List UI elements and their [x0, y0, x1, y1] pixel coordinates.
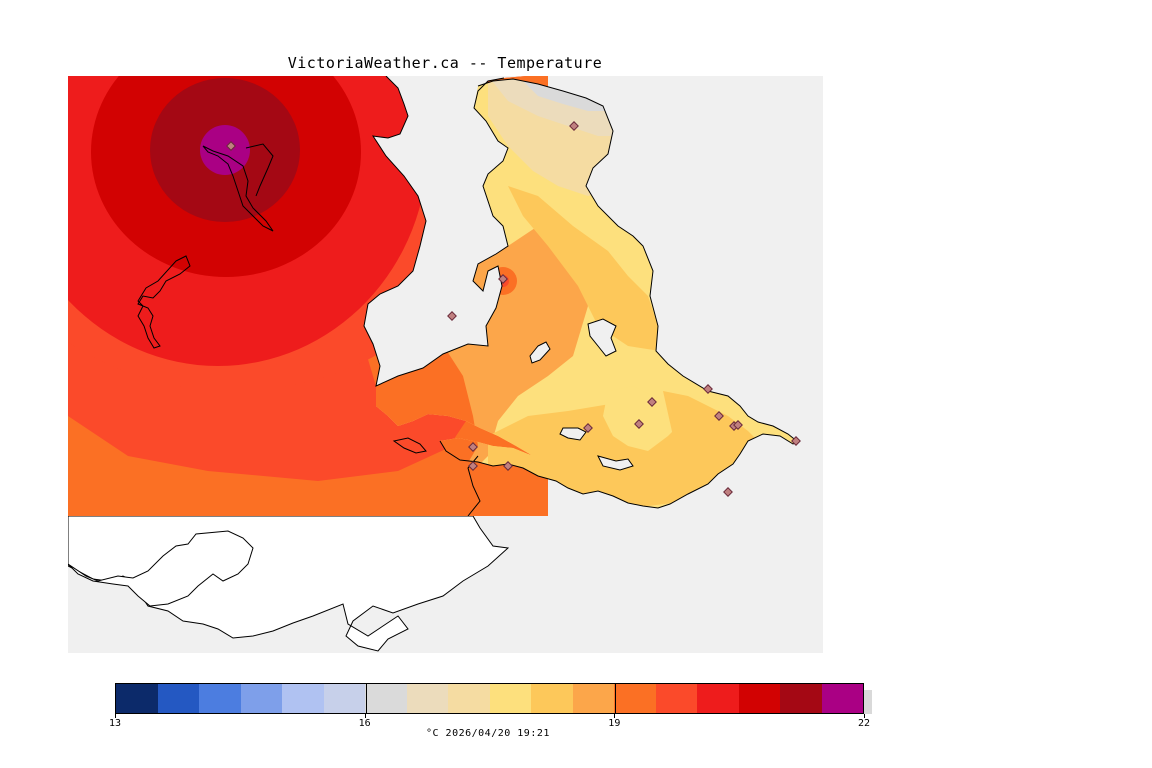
colorbar-tick-label: 22 — [857, 718, 871, 729]
temperature-map[interactable] — [68, 76, 823, 653]
station-marker[interactable] — [503, 461, 513, 471]
temperature-colorbar — [115, 683, 864, 714]
colorbar-cell — [780, 684, 822, 713]
colorbar-tick-label: 16 — [358, 718, 371, 729]
colorbar-cell — [821, 684, 863, 713]
colorbar-cell — [738, 684, 780, 713]
station-marker[interactable] — [447, 311, 457, 321]
colorbar-tick — [115, 714, 116, 718]
lake-outline-east — [587, 318, 617, 357]
colorbar-cell — [199, 684, 241, 713]
station-marker[interactable] — [723, 487, 733, 497]
station-marker[interactable] — [468, 461, 478, 471]
colorbar-cell — [323, 684, 365, 713]
lake-outline-central — [529, 341, 551, 364]
colorbar-divider — [615, 684, 617, 713]
station-markers — [226, 121, 801, 497]
colorbar-cell — [282, 684, 324, 713]
colorbar-cell — [572, 684, 614, 713]
colorbar-cell — [406, 684, 448, 713]
station-marker[interactable] — [498, 274, 508, 284]
inlet-outline-north — [202, 143, 274, 232]
island-outline-south — [392, 437, 427, 454]
coastline-east — [439, 78, 799, 509]
colorbar-cell — [116, 684, 158, 713]
station-marker[interactable] — [634, 419, 644, 429]
colorbar-cell — [697, 684, 739, 713]
colorbar-cell — [365, 684, 407, 713]
station-marker[interactable] — [733, 420, 743, 430]
station-marker[interactable] — [791, 436, 801, 446]
colorbar-cell — [614, 684, 656, 713]
colorbar-tick-label: 19 — [608, 718, 621, 729]
colorbar-cell — [655, 684, 697, 713]
station-marker[interactable] — [703, 384, 713, 394]
lake-outline-west — [137, 255, 191, 349]
colorbar-cell — [489, 684, 531, 713]
station-marker[interactable] — [468, 442, 478, 452]
south-landmass-inner — [68, 530, 254, 607]
colorbar-cell — [157, 684, 199, 713]
station-marker[interactable] — [569, 121, 579, 131]
colorbar-cell — [240, 684, 282, 713]
colorbar-divider — [365, 684, 367, 713]
coastline-west-inlet — [363, 76, 509, 387]
colorbar-caption: °C 2026/04/20 19:21 — [426, 728, 550, 739]
colorbar-tick — [864, 714, 865, 718]
colorbar-tick — [614, 714, 616, 718]
colorbar-tick-label: 13 — [108, 718, 122, 729]
station-marker[interactable] — [583, 423, 593, 433]
station-marker[interactable] — [714, 411, 724, 421]
colorbar-cell — [531, 684, 573, 713]
map-canvas — [68, 76, 823, 653]
colorbar-shadow — [864, 690, 872, 714]
inlet-outline-harbour — [559, 427, 634, 471]
station-marker[interactable] — [647, 397, 657, 407]
colorbar-cell — [448, 684, 490, 713]
map-title: VictoriaWeather.ca -- Temperature — [287, 54, 603, 72]
colorbar-tick — [364, 714, 366, 718]
station-marker[interactable] — [226, 141, 236, 151]
